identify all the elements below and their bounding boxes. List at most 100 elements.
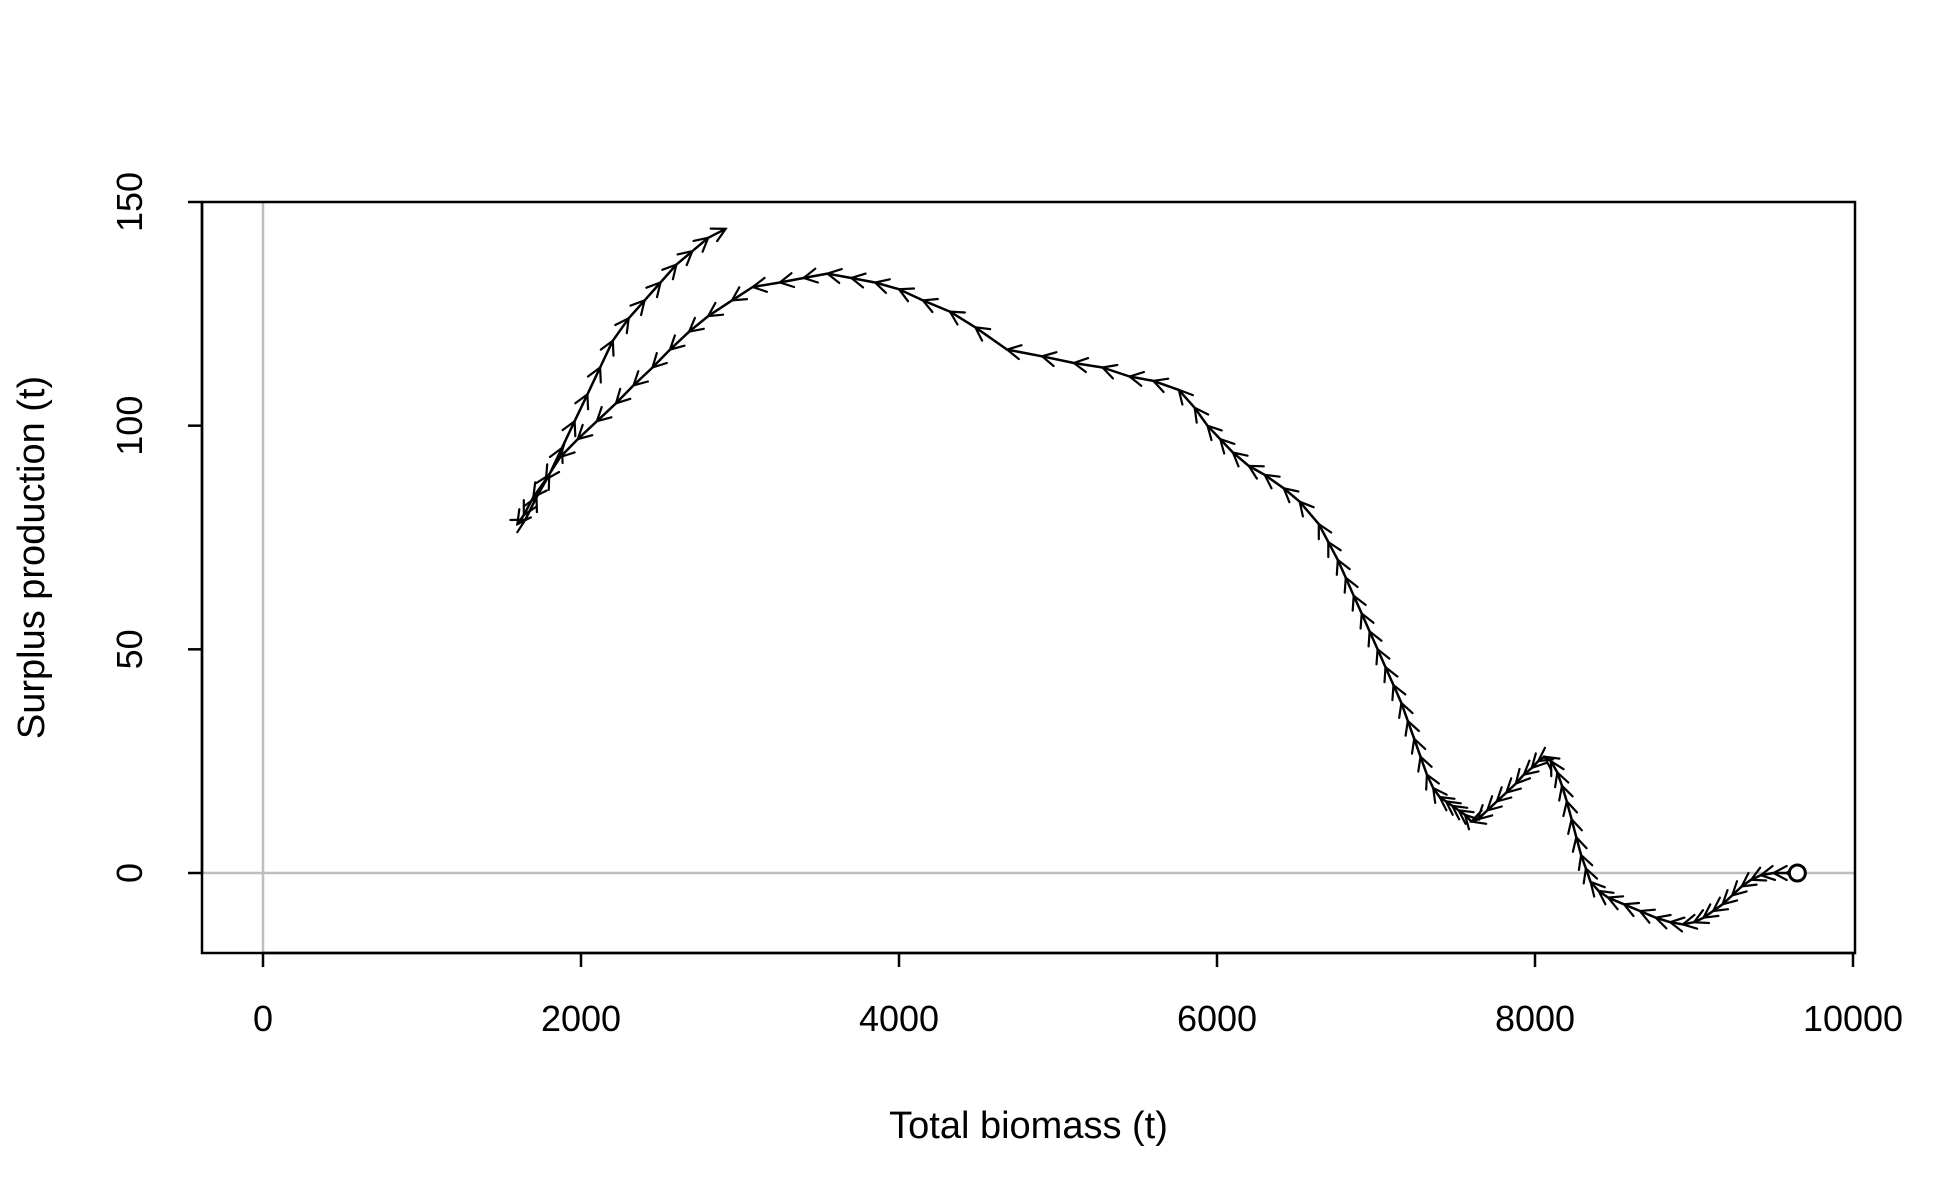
trajectory-arrow [548, 445, 564, 465]
trajectory-arrow [1298, 499, 1315, 518]
trajectory-arrow [750, 276, 768, 293]
trajectory-arrow [1589, 880, 1606, 898]
trajectory-arrow [1637, 908, 1656, 924]
trajectory-arrow [1758, 864, 1777, 881]
trajectory-arrow [1437, 795, 1456, 812]
trajectory-arrow [1343, 575, 1359, 594]
trajectory-arrow [1351, 593, 1367, 612]
trajectory-arrow [1596, 889, 1615, 906]
trajectory-arrow [1549, 759, 1565, 778]
trajectory-arrow [1282, 486, 1300, 504]
trajectory-arrow [920, 297, 939, 314]
trajectory-arrow [1469, 809, 1488, 825]
trajectory-arrow [730, 286, 749, 302]
trajectory-arrow [1504, 777, 1522, 795]
trajectory-arrow [586, 365, 602, 384]
trajectory-arrow [1375, 647, 1391, 666]
y-axis-title: Surplus production (t) [11, 376, 53, 739]
trajectory-arrow [709, 227, 728, 243]
trajectory-arrow [1495, 786, 1513, 804]
trajectory-arrow [1317, 522, 1333, 541]
trajectory-arrow [801, 267, 819, 284]
x-tick-label: 0 [253, 998, 273, 1039]
trajectory-arrow [1605, 895, 1625, 911]
trajectory-arrow [576, 423, 594, 441]
trajectory-arrow [1562, 799, 1579, 818]
trajectory-arrow [1071, 357, 1090, 374]
trajectory-arrow [561, 419, 577, 438]
trajectory-arrow [1383, 665, 1399, 684]
trajectory-arrow [1127, 370, 1145, 387]
trajectory-arrow [1100, 363, 1119, 380]
y-tick-label: 150 [109, 172, 150, 232]
trajectory-arrow [692, 236, 710, 253]
trajectory-arrow [574, 392, 590, 411]
x-tick-label: 4000 [859, 998, 939, 1039]
trajectory-arrow [1542, 755, 1561, 772]
x-tick-label: 6000 [1177, 998, 1257, 1039]
x-axis-title: Total biomass (t) [889, 1105, 1168, 1147]
trajectory-arrow [1680, 913, 1699, 930]
trajectory-arrow [1621, 901, 1641, 918]
trajectory-arrow [1177, 388, 1194, 406]
trajectory-arrow [1536, 746, 1555, 763]
trajectory-arrow [1739, 871, 1758, 888]
trajectory-arrow [1463, 813, 1481, 831]
y-axis: 0 50 100 150 [109, 172, 204, 883]
trajectory-arrow [1558, 783, 1574, 802]
trajectory-arrow [825, 268, 843, 284]
trajectory-arrow [531, 481, 548, 500]
y-tick-label: 50 [109, 629, 150, 669]
trajectory-arrow [614, 316, 631, 335]
trajectory-arrow [1749, 866, 1768, 882]
trajectory-arrow [1431, 786, 1448, 804]
trajectory-arrow [558, 441, 576, 459]
trajectory-arrow [1667, 916, 1686, 933]
trajectory-arrow [872, 278, 891, 294]
trajectory-arrow [1425, 772, 1440, 791]
trajectory-arrow [973, 325, 992, 342]
start-point-marker [1787, 863, 1807, 883]
trajectory-arrow [1151, 377, 1170, 394]
trajectory-arrow [1193, 405, 1210, 424]
trajectory-arrow [668, 334, 686, 352]
trajectory-arrow [1771, 864, 1788, 882]
trajectory-arrow [1039, 351, 1058, 368]
y-tick-label: 100 [109, 396, 150, 456]
trajectory-arrow [1262, 473, 1281, 490]
trajectory-arrow [777, 272, 796, 289]
trajectory-arrow [1327, 539, 1342, 559]
trajectory-arrow [1653, 913, 1672, 930]
trajectory-arrow [1359, 611, 1375, 630]
trajectory-arrow [1571, 834, 1588, 853]
trajectory-arrow [1391, 682, 1407, 702]
trajectory-arrow [1522, 759, 1540, 777]
trajectory-arrow [706, 301, 725, 318]
trajectory-arrow [544, 463, 561, 482]
trajectory-arrow [1398, 700, 1414, 719]
x-tick-label: 8000 [1495, 998, 1575, 1039]
trajectory-arrow [1554, 770, 1570, 789]
trajectory-arrow [1730, 880, 1748, 898]
trajectory-arrow [614, 387, 632, 405]
trajectory-arrow [595, 405, 613, 423]
trajectory-arrow [1004, 344, 1023, 361]
trajectory-arrow [1231, 450, 1249, 468]
trajectory-arrow [1530, 752, 1548, 770]
trajectory-arrow [1335, 557, 1351, 576]
trajectory-arrow [896, 287, 916, 303]
trajectory-arrow [676, 249, 695, 267]
series-layer [509, 227, 1807, 933]
trajectory-arrow [1367, 629, 1383, 648]
x-tick-label: 2000 [541, 998, 621, 1039]
trajectory-arrow [1701, 903, 1720, 920]
trajectory-arrow [1218, 437, 1236, 455]
trajectory-arrow [650, 352, 668, 370]
trajectory-arrow [599, 338, 615, 357]
trajectory-arrow [661, 262, 678, 281]
trajectory-arrow [1485, 795, 1503, 812]
trajectory-arrow [1567, 817, 1583, 835]
trajectory-arrow [535, 472, 551, 491]
trajectory-arrow [1246, 464, 1265, 480]
y-tick-label: 0 [109, 863, 150, 883]
